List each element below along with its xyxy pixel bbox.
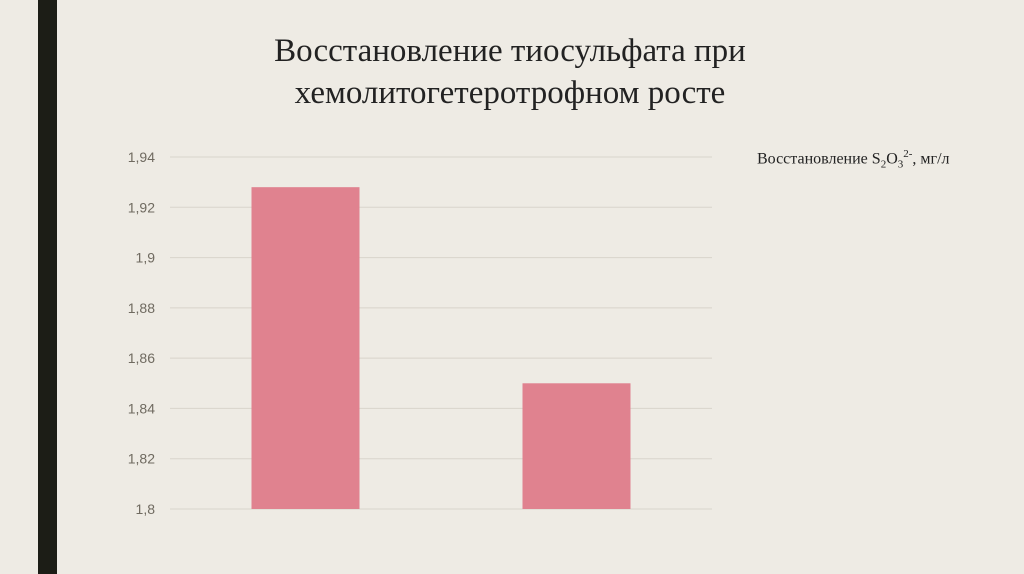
y-tick-label: 1,86 [128,350,155,366]
y-tick-label: 1,84 [128,400,155,416]
bar [522,383,631,509]
title-line-1: Восстановление тиосульфата при [274,33,746,69]
y-tick-label: 1,9 [136,250,156,266]
title-line-2: хемолитогетеротрофном росте [294,75,726,111]
legend-text-prefix: Восстановление S [757,150,881,168]
legend-sub-2: 3 [897,158,904,171]
accent-sidebar [38,0,57,574]
legend-text-o: O [886,150,898,168]
y-tick-label: 1,94 [128,149,155,165]
legend-text-suffix: , мг/л [912,150,950,168]
y-tick-label: 1,82 [128,451,155,467]
y-tick-label: 1,92 [128,199,155,215]
chart-title: Восстановление тиосульфата при хемолитог… [200,30,820,114]
legend: Восстановление S2O32-, мг/л [757,148,950,171]
legend-sup: 2- [903,148,913,160]
y-tick-label: 1,88 [128,300,155,316]
legend-sub-1: 2 [880,158,887,171]
bar [251,187,360,509]
y-tick-label: 1,8 [136,501,156,517]
